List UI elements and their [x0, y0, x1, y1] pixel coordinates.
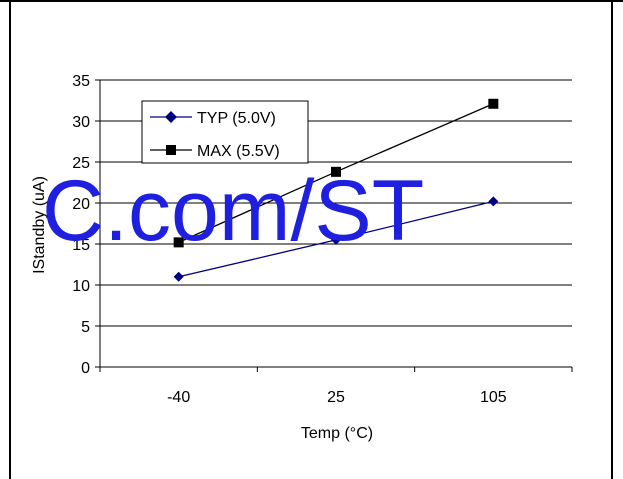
watermark-text: C.com/ST: [42, 163, 424, 259]
legend: TYP (5.0V) MAX (5.5V): [141, 100, 309, 164]
legend-label-max: MAX (5.5V): [197, 143, 280, 160]
x-tick-label-25: 25: [327, 389, 345, 406]
series-0-point-1: [331, 234, 341, 245]
y-tick-label-0: 0: [81, 360, 90, 377]
series-0-point-0: [173, 271, 184, 282]
series-1-point-0: [173, 237, 184, 248]
legend-label-typ: TYP (5.0V): [197, 110, 276, 127]
y-tick-label-35: 35: [72, 73, 90, 90]
legend-marker-typ: [165, 111, 177, 123]
x-tick-label--40: -40: [167, 389, 190, 406]
y-tick-label-20: 20: [72, 196, 90, 213]
y-axis-label: IStandby (uA): [31, 176, 48, 274]
plot-area: 0 5 10 15 20 25 30 35 -40 25 105: [72, 73, 573, 406]
series-0-point-2: [488, 196, 499, 207]
x-axis-label: Temp (°C): [301, 425, 373, 442]
y-tick-label-30: 30: [72, 114, 90, 131]
y-tick-label-10: 10: [72, 278, 90, 295]
y-tick-label-5: 5: [81, 319, 90, 336]
y-tick-label-25: 25: [72, 155, 90, 172]
legend-marker-max: [166, 145, 176, 155]
x-tick-label-105: 105: [480, 389, 507, 406]
series-1-point-1: [331, 166, 341, 177]
y-tick-label-15: 15: [72, 237, 90, 254]
series-1-point-2: [488, 98, 499, 109]
